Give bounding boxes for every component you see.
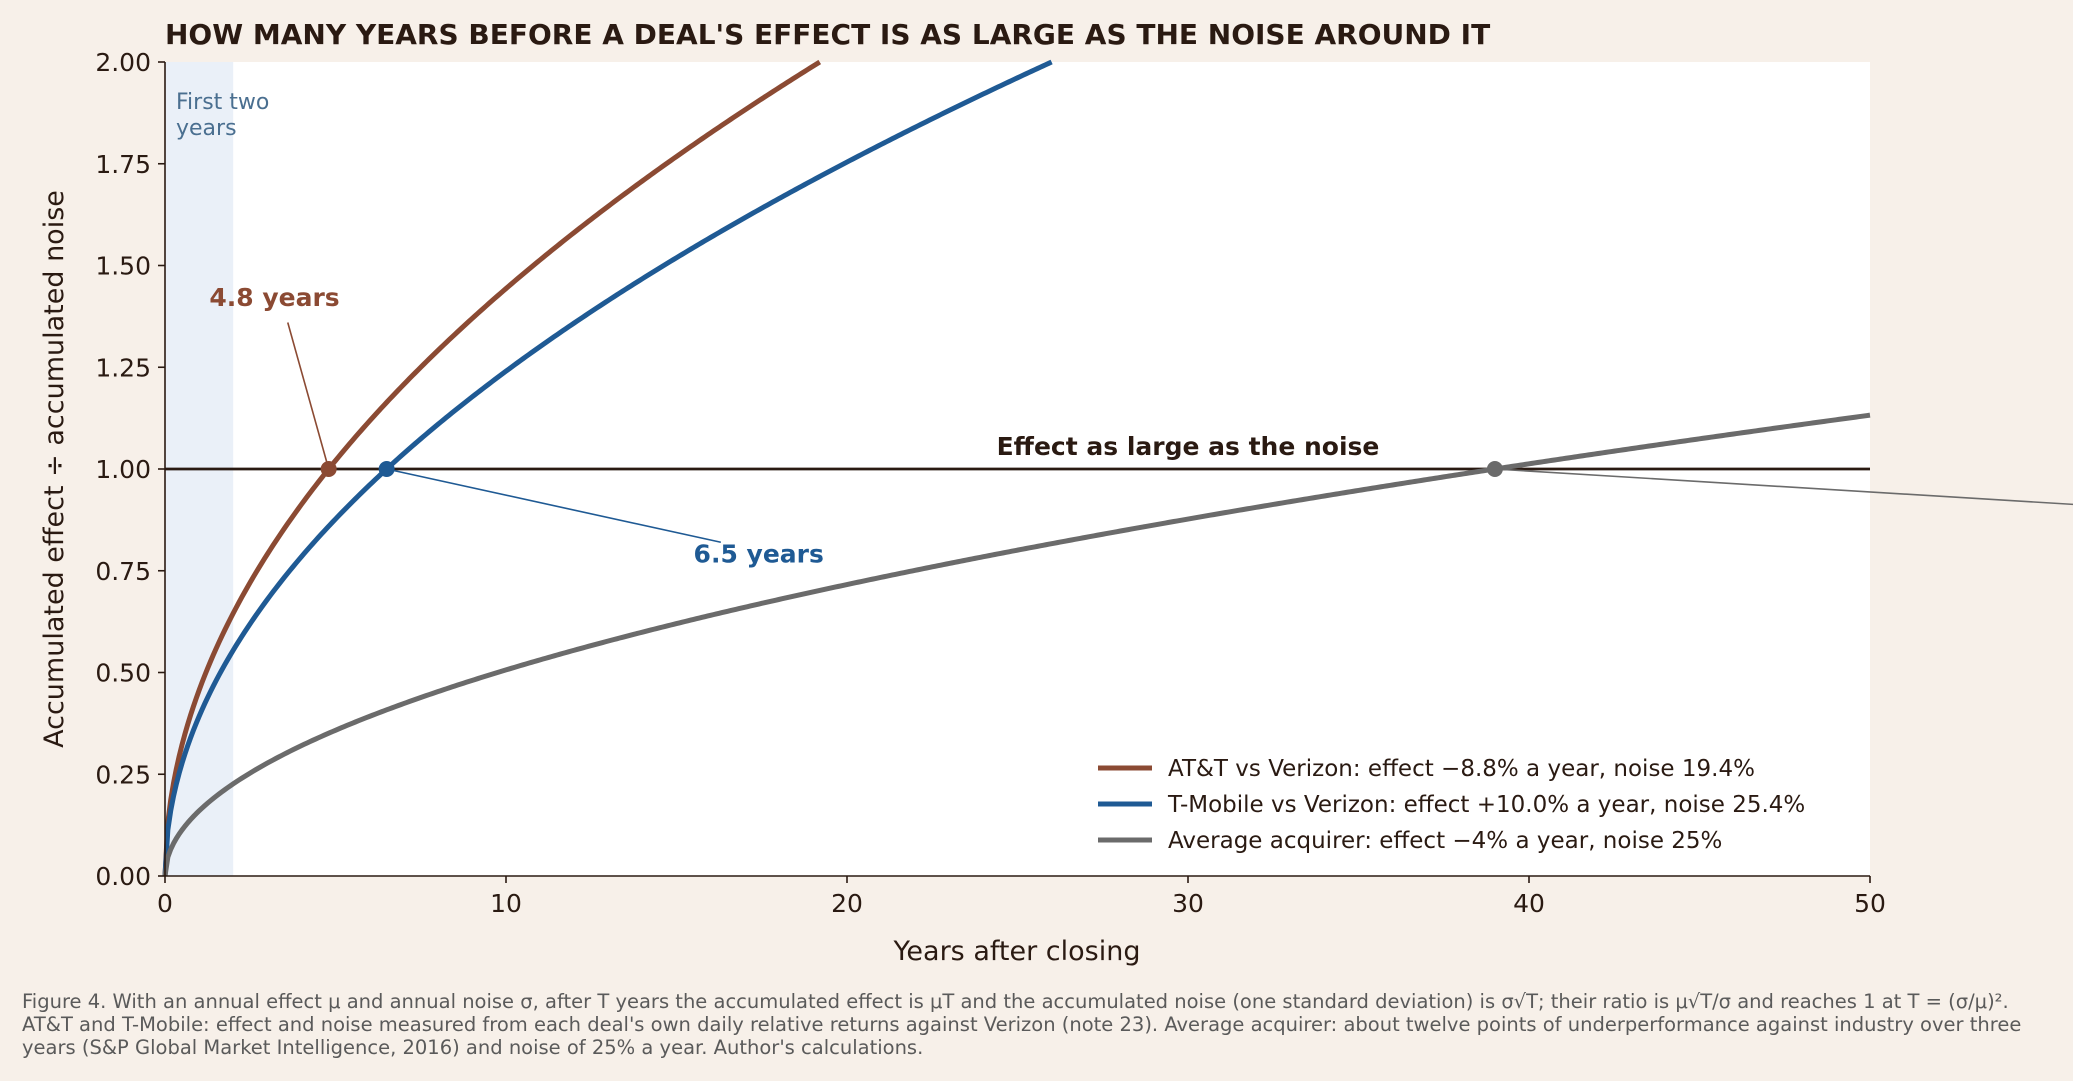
y-tick-label: 1.00 [95,455,151,484]
y-tick-label: 0.25 [95,760,151,789]
band-label: First two years [176,90,269,141]
series-line-0 [162,59,822,877]
y-tick-label: 1.50 [95,252,151,281]
y-tick-label: 0.00 [95,862,151,891]
figure-caption: Figure 4. With an annual effect μ and an… [22,990,2022,1059]
y-tick-label: 1.25 [95,353,151,382]
annotation-arrow-1 [386,468,722,544]
x-tick-label: 0 [157,889,173,918]
legend-label-2: Average acquirer: effect −4% a year, noi… [1168,828,1722,854]
x-tick-label: 10 [490,889,522,918]
series-line-1 [162,59,1053,877]
y-tick-label: 2.00 [95,48,151,77]
reference-line-label: Effect as large as the noise [997,432,1380,461]
x-tick-label: 30 [1172,889,1204,918]
series-group [162,59,1871,877]
chart-title: HOW MANY YEARS BEFORE A DEAL'S EFFECT IS… [165,18,1490,51]
legend-label-1: T-Mobile vs Verizon: effect +10.0% a yea… [1167,792,1805,818]
legend: AT&T vs Verizon: effect −8.8% a year, no… [1098,756,1805,854]
chart: HOW MANY YEARS BEFORE A DEAL'S EFFECT IS… [39,18,2073,967]
y-tick-label: 1.75 [95,150,151,179]
crossing-point-1 [378,461,395,477]
axes: 0 10 20 30 40 50 0.00 0.25 0.50 0.75 1.00 1.25 1.50 1… [95,48,1886,918]
legend-label-0: AT&T vs Verizon: effect −8.8% a year, no… [1168,756,1755,782]
x-tick-label: 50 [1854,889,1886,918]
annotation-label-1: 6.5 years [694,540,824,569]
reference-line-group: Effect as large as the noise [165,432,1870,471]
y-tick-label: 0.50 [95,659,151,688]
series-line-2 [162,412,1871,877]
crossing-point-0 [320,461,337,477]
x-tick-label: 40 [1513,889,1545,918]
annotation-arrow-0 [286,322,330,470]
annotation-label-0: 4.8 years [209,283,339,312]
annotation-arrow-2 [1494,468,2073,506]
y-tick-label: 0.75 [95,557,151,586]
y-axis-label: Accumulated effect ÷ accumulated noise [39,190,70,748]
crossing-point-2 [1486,461,1503,477]
x-tick-label: 20 [831,889,863,918]
x-axis-label: Years after closing [893,936,1141,967]
